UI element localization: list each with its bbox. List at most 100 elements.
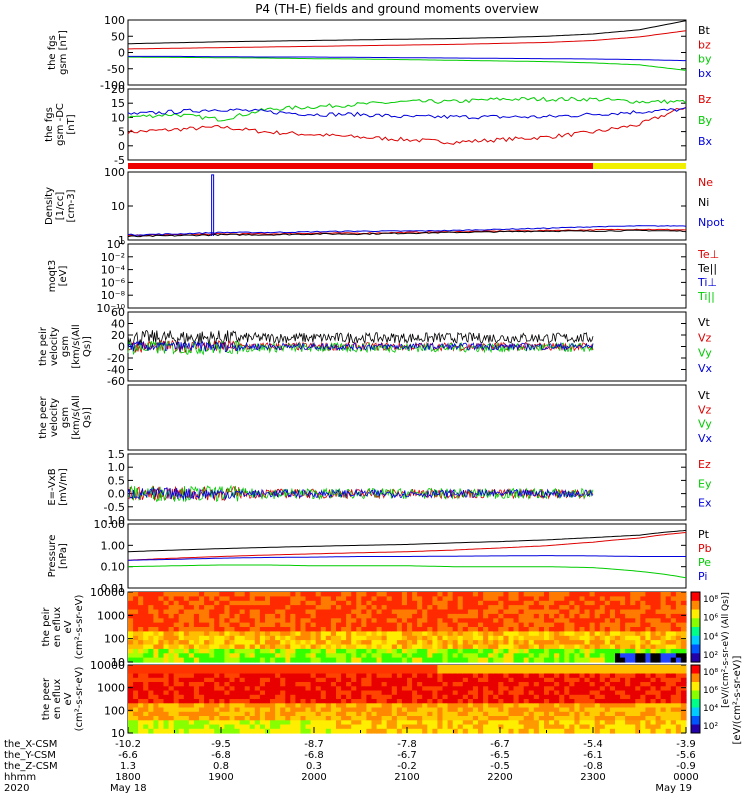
time-row-value: -8.7 [304,739,324,750]
y-tick-label: 10 [111,727,125,740]
time-row-value: 0.8 [213,761,229,772]
time-row-value: -0.2 [397,761,417,772]
y-axis-label: Qs)] [82,407,93,428]
legend-entry-Vt: Vt [698,389,711,402]
series-line-Bt [128,20,687,45]
colorbar-swatch [691,644,700,654]
y-tick-label: -0.5 [104,501,125,514]
legend-entry-Ni: Ni [698,196,709,209]
y-axis-label: the peer [38,395,49,438]
series-line-Pe [127,564,687,579]
legend-entry-bx: bx [698,67,712,80]
colorbar-upper-label: [eV/(cm²-s-sr-eV) (All Qs)] [721,592,731,708]
time-row-value: -6.6 [118,750,138,761]
time-row-value: -6.8 [211,750,231,761]
y-axis-label: (cm²-s-sr-eV) [74,667,85,732]
time-row-value: -3.9 [676,739,696,750]
legend-entry-Bz: Bz [698,93,712,106]
colorbar-tick-label: 10² [703,651,718,661]
y-axis-label: gsm [60,336,71,357]
y-axis-label: Density [44,187,55,225]
y-axis-label: gsm -DC [55,103,66,146]
y-axis-label: Pressure [47,535,58,578]
heatmap-cells [128,592,687,663]
legend-entry-Te||: Te|| [697,262,717,275]
legend-entry-Bt: Bt [698,24,711,37]
colorbar-swatch [691,653,700,663]
y-tick-label: 0.01 [101,582,126,595]
y-axis-label: velocity [49,327,60,366]
y-axis-label: eV [63,620,74,633]
y-tick-label: 10⁻⁸ [101,289,126,302]
y-tick-label: 0 [118,140,125,153]
time-row-value: -7.8 [397,739,417,750]
time-row-value: 1900 [208,772,233,783]
y-tick-label: 20 [111,83,125,96]
colorbar-tick-label: 10⁶ [703,686,718,696]
y-axis-label: Qs)] [82,336,93,357]
legend-entry-Pi: Pi [698,570,707,583]
y-tick-label: 10⁻² [101,251,125,264]
legend-entry-Vy: Vy [698,347,712,360]
panel-frame [127,453,687,521]
time-row-value: -5.6 [676,750,696,761]
legend-entry-Ne: Ne [698,176,713,189]
legend-entry-by: by [698,53,712,66]
series-line-bx [128,55,686,62]
y-axis-label: [km/s(All [71,395,82,439]
colorbar-swatch [691,665,700,674]
time-row-value: 1800 [115,772,140,783]
colorbar-frame [690,591,701,663]
time-row-label: the_Z-CSM [4,761,58,772]
colorbar-swatch [691,618,700,628]
mode-bar-slow [593,163,686,169]
y-tick-label: 10 [111,656,125,669]
y-tick-label: -5 [114,154,125,167]
colorbar-tick-label: 10² [703,722,718,732]
time-row-value: -6.5 [490,750,510,761]
legend-entry-Ti||: Ti|| [697,290,715,303]
time-row-value: -0.8 [583,761,603,772]
y-tick-label: 100 [104,166,125,179]
panel-peir-eflux: 10000 1000 100 10 the peir en eflux eV (cm²-s-s… [41,586,687,669]
y-tick-label: 10 [111,111,125,124]
panel-frame [127,384,687,451]
y-axis-label: moqt3 [47,260,58,293]
series-line-Bx [127,107,687,120]
y-axis-label: eV [63,692,74,705]
legend-entry-Npot: Npot [698,216,725,229]
y-tick-label: 40 [111,318,125,331]
time-row-value: 2000 [301,772,326,783]
y-tick-label: 10⁻⁴ [101,264,126,277]
y-tick-label: 1 [118,234,125,247]
panel-frame [127,19,687,86]
colorbar-frame [690,664,701,734]
y-axis-label: E=-VxB [47,468,58,505]
y-tick-label: 10000 [90,586,125,599]
y-tick-label: 0 [118,341,125,354]
y-tick-label: 100 [104,633,125,646]
panel-frame [127,243,687,309]
panel-frame [127,88,687,161]
y-tick-label: 0 [118,47,125,60]
time-row-value: 0000 [673,772,698,783]
y-axis-label: (cm²-s-sr-eV) [74,595,85,660]
y-axis-label: the peir [38,326,49,366]
colorbar-swatch [691,707,700,717]
legend-entry-Ti⊥: Ti⊥ [697,276,717,289]
y-axis-label: [cm-3] [66,189,77,222]
y-axis-label: the fgs [44,107,55,142]
time-row-value: -6.1 [583,750,603,761]
time-row-value: 2300 [580,772,605,783]
time-row-value: -6.7 [490,739,510,750]
y-tick-label: 1000 [97,682,125,695]
y-tick-label: 1.5 [108,448,126,461]
series-line-Ez [127,485,594,502]
colorbar-tick-label: 10⁶ [703,614,718,624]
legend-entry-Vz: Vz [698,331,712,344]
series-line-bz [128,30,687,50]
